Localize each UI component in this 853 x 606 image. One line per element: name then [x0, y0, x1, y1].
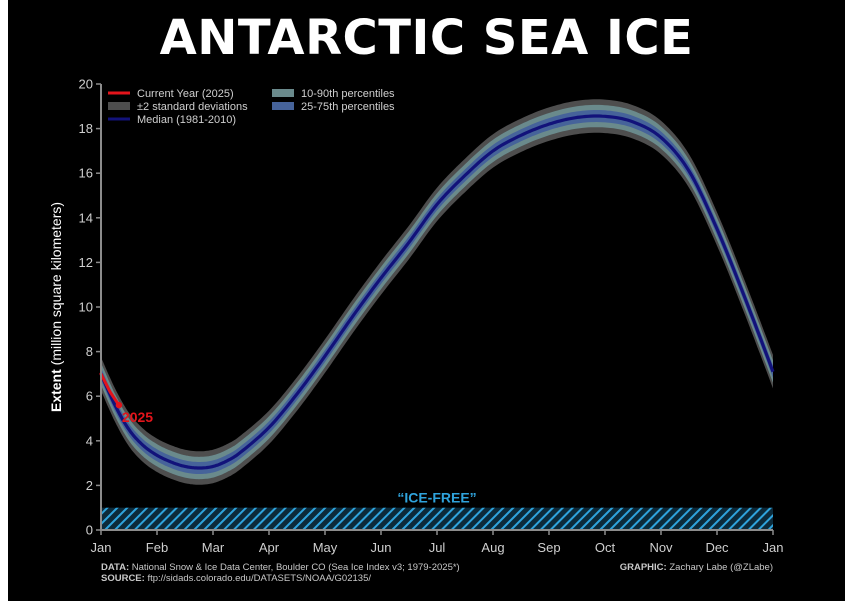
legend-std-label: ±2 standard deviations: [137, 101, 248, 113]
y-tick-label: 4: [86, 433, 93, 448]
x-tick-label: Nov: [649, 540, 673, 555]
credit-data: DATA: National Snow & Ice Data Center, B…: [101, 562, 460, 573]
chart-title: ANTARCTIC SEA ICE: [159, 10, 694, 66]
y-tick-label: 20: [79, 77, 93, 92]
y-tick-label: 6: [86, 389, 93, 404]
y-tick-label: 12: [79, 255, 93, 270]
y-tick-label: 16: [79, 166, 93, 181]
x-tick-label: Jan: [91, 540, 112, 555]
y-tick-label: 14: [79, 210, 93, 225]
legend-p1090-label: 10-90th percentiles: [301, 88, 395, 100]
y-tick-label: 10: [79, 300, 93, 315]
x-tick-label: Apr: [259, 540, 280, 555]
y-tick-label: 8: [86, 344, 93, 359]
y-tick-label: 0: [86, 523, 93, 538]
x-tick-label: Feb: [146, 540, 168, 555]
current-year-endpoint: [115, 401, 123, 409]
ice-free-band: [101, 507, 773, 530]
y-tick-label: 18: [79, 121, 93, 136]
x-tick-label: Aug: [481, 540, 504, 555]
legend-p2575-label: 25-75th percentiles: [301, 101, 395, 113]
x-tick-label: Jul: [429, 540, 446, 555]
std-band: [101, 99, 773, 485]
median-line: [99, 114, 775, 470]
x-tick-label: May: [313, 540, 338, 555]
credit-source: SOURCE: ftp://sidads.colorado.edu/DATASE…: [101, 573, 371, 584]
current-year-line: [99, 372, 121, 407]
x-tick-label: Mar: [202, 540, 225, 555]
chart-background: [8, 0, 845, 601]
x-tick-label: Dec: [705, 540, 729, 555]
legend-current-label: Current Year (2025): [137, 88, 234, 100]
legend: Current Year (2025)±2 standard deviation…: [108, 88, 395, 126]
legend-p2575-swatch: [272, 102, 294, 110]
legend-p1090-swatch: [272, 89, 294, 97]
x-tick-label: Jan: [763, 540, 784, 555]
legend-std-swatch: [108, 102, 130, 110]
x-tick-label: Jun: [371, 540, 392, 555]
credit-graphic: GRAPHIC: Zachary Labe (@ZLabe): [620, 562, 773, 573]
current-year-label: 2025: [122, 409, 153, 425]
x-tick-label: Oct: [595, 540, 616, 555]
y-axis-label: Extent (million square kilometers): [48, 202, 64, 412]
y-tick-label: 2: [86, 478, 93, 493]
ice-free-label: “ICE-FREE”: [397, 490, 476, 506]
legend-median-label: Median (1981-2010): [137, 114, 236, 126]
x-tick-label: Sep: [537, 540, 560, 555]
